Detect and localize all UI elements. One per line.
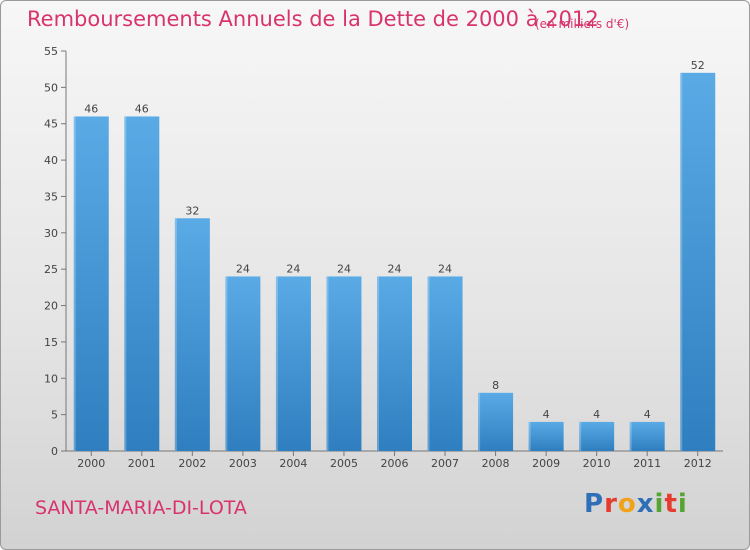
- logo-letter: P: [584, 489, 605, 519]
- x-tick-label: 2009: [532, 457, 560, 470]
- x-tick-label: 2008: [482, 457, 510, 470]
- bar-highlight: [326, 276, 329, 451]
- bar-highlight: [680, 72, 683, 452]
- bar: [225, 276, 261, 451]
- bar-value-label: 46: [135, 102, 149, 115]
- bar-value-label: 52: [691, 59, 705, 72]
- bar-value-label: 32: [185, 204, 199, 217]
- bar: [326, 276, 362, 451]
- bar-highlight: [73, 116, 76, 452]
- y-tick-label: 15: [44, 336, 58, 349]
- bar-value-label: 46: [84, 102, 98, 115]
- x-tick-label: 2010: [583, 457, 611, 470]
- y-tick-label: 25: [44, 263, 58, 276]
- x-tick-label: 2005: [330, 457, 358, 470]
- bar-highlight: [174, 218, 177, 451]
- logo-letter: r: [604, 489, 618, 519]
- y-tick-label: 5: [51, 409, 58, 422]
- chart-axes: 0 5 10 15 20 25 30 35 40 45 50 55 2000 2001 2002 2003 20…: [44, 45, 723, 470]
- bar-value-label: 24: [388, 262, 402, 275]
- x-tick-label: 2001: [128, 457, 156, 470]
- x-tick-label: 2011: [633, 457, 661, 470]
- bar: [680, 72, 716, 452]
- x-tick-label: 2002: [178, 457, 206, 470]
- y-tick-label: 30: [44, 227, 58, 240]
- bar-value-label: 4: [644, 408, 651, 421]
- x-tick-label: 2006: [381, 457, 409, 470]
- proxiti-logo: Proxiti: [584, 489, 688, 519]
- y-tick-label: 35: [44, 190, 58, 203]
- x-tick-label: 2012: [684, 457, 712, 470]
- logo-letter: o: [617, 489, 637, 519]
- bar-value-label: 24: [337, 262, 351, 275]
- logo-letter: i: [654, 489, 665, 519]
- logo-letter: t: [664, 489, 678, 519]
- logo-letter: x: [636, 489, 655, 519]
- bar-highlight: [275, 276, 278, 451]
- y-tick-label: 0: [51, 445, 58, 458]
- chart-subtitle: (en milliers d'€): [535, 17, 630, 31]
- bar-value-label: 4: [543, 408, 550, 421]
- x-tick-label: 2000: [77, 457, 105, 470]
- bar-highlight: [478, 392, 481, 451]
- bar-highlight: [225, 276, 228, 451]
- bar: [275, 276, 311, 451]
- bar-value-label: 24: [236, 262, 250, 275]
- logo-letter: i: [677, 489, 688, 519]
- town-name: SANTA-MARIA-DI-LOTA: [35, 497, 247, 519]
- bar-highlight: [377, 276, 379, 451]
- bar-highlight: [579, 421, 582, 451]
- x-tick-label: 2003: [229, 457, 257, 470]
- bar-highlight: [124, 116, 127, 452]
- x-tick-label: 2007: [431, 457, 459, 470]
- bar-highlight: [629, 421, 632, 451]
- bar: [124, 116, 160, 452]
- bar: [174, 218, 210, 451]
- y-tick-label: 20: [44, 300, 58, 313]
- y-tick-label: 40: [44, 154, 58, 167]
- bar-value-label: 8: [492, 379, 499, 392]
- y-tick-label: 10: [44, 372, 58, 385]
- bar: [377, 276, 412, 451]
- bar: [73, 116, 109, 452]
- y-tick-label: 55: [44, 45, 58, 58]
- bar: [579, 421, 615, 451]
- bar-highlight: [528, 421, 531, 451]
- chart-bars: 46 46 32 24 24 24 24 24 8 4 4 4 52: [73, 59, 716, 452]
- bar: [629, 421, 665, 451]
- bar-value-label: 24: [286, 262, 300, 275]
- bar: [528, 421, 564, 451]
- y-tick-label: 45: [44, 118, 58, 131]
- bar-value-label: 24: [438, 262, 452, 275]
- bar: [478, 392, 514, 451]
- bar-highlight: [427, 276, 430, 451]
- bar: [427, 276, 463, 451]
- x-tick-label: 2004: [279, 457, 307, 470]
- y-tick-label: 50: [44, 81, 58, 94]
- chart-title: Remboursements Annuels de la Dette de 20…: [27, 7, 599, 31]
- bar-value-label: 4: [593, 408, 600, 421]
